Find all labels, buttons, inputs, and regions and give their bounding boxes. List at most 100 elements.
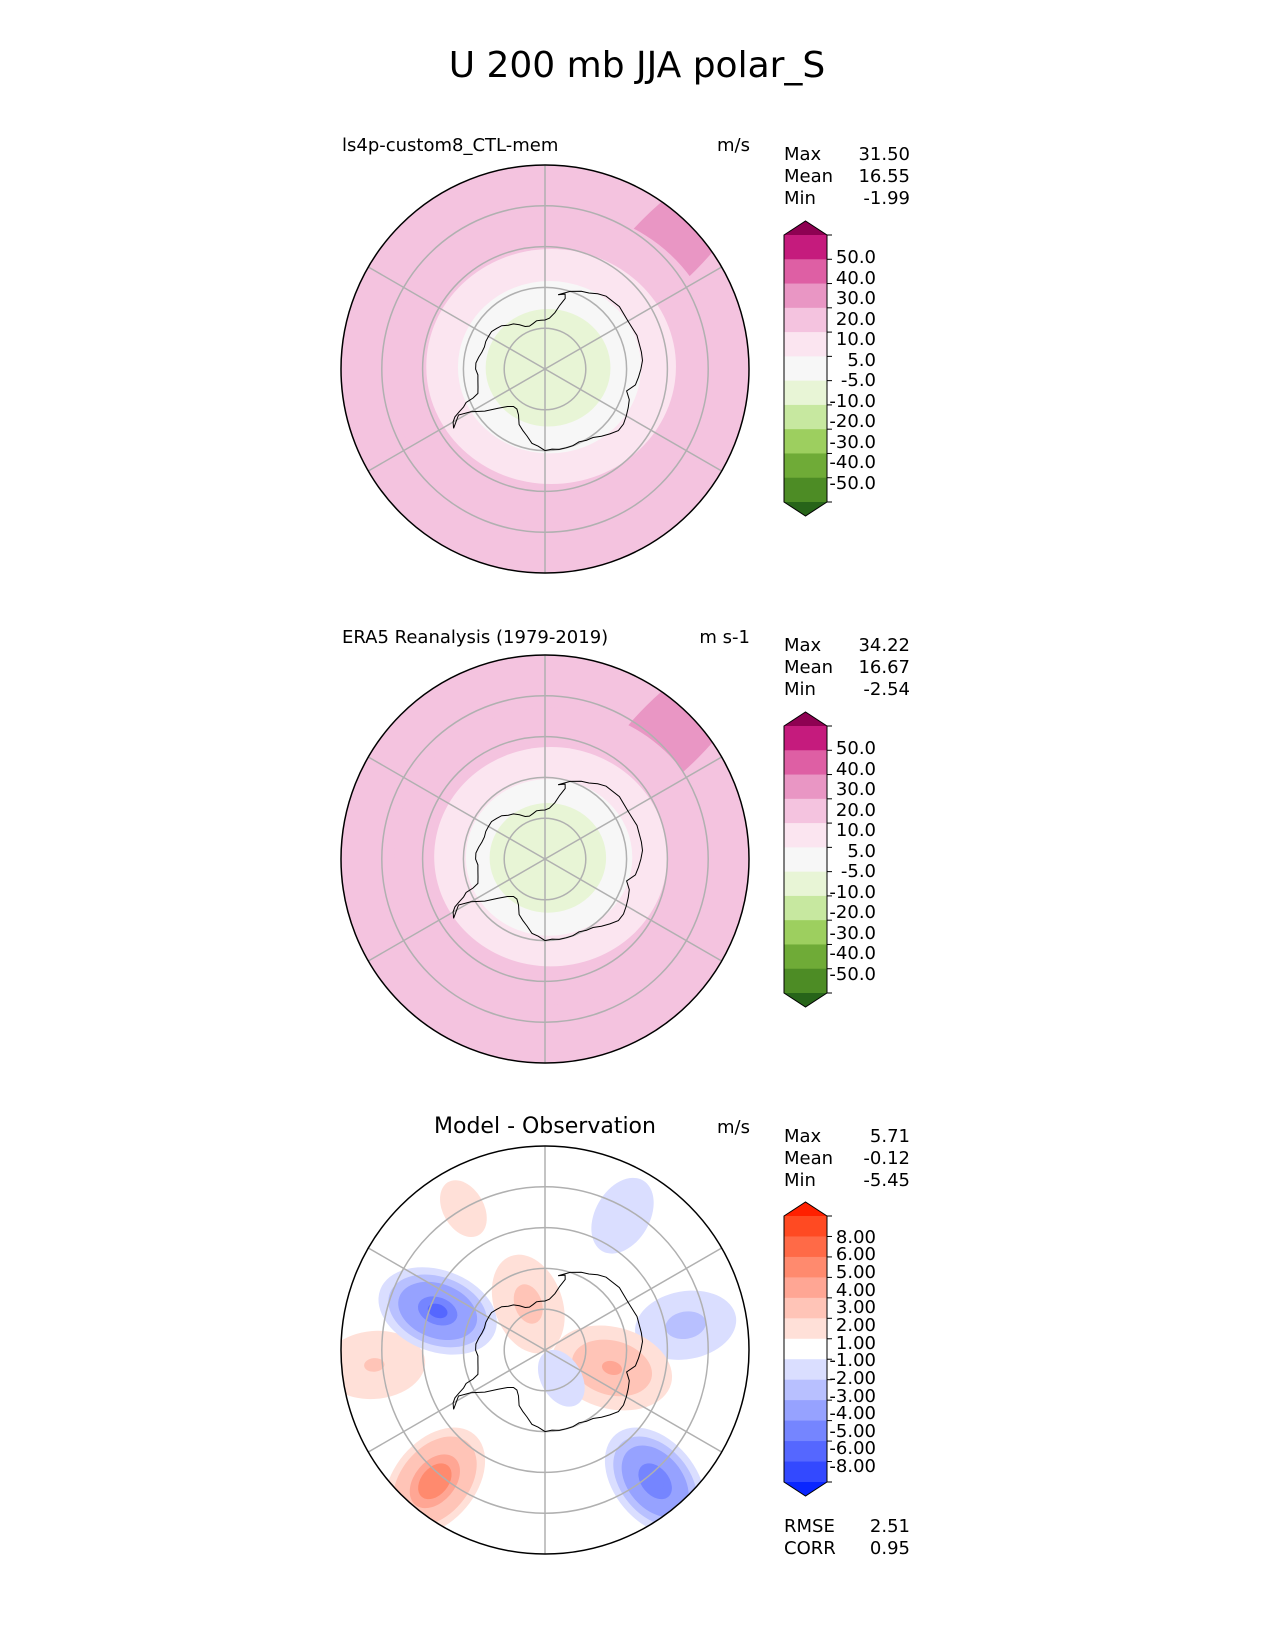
colorbar-segment — [784, 380, 827, 406]
antarctica-coastline — [452, 290, 644, 452]
colorbar-tick-label: 8.00 — [836, 1227, 876, 1248]
map-overlay — [340, 164, 750, 574]
colorbar-tick-label: -50.0 — [829, 964, 876, 985]
colorbar — [783, 220, 832, 517]
stat-label: RMSE — [784, 1516, 835, 1537]
antarctica-coastline — [452, 1271, 644, 1433]
colorbar-tick-label: 4.00 — [836, 1280, 876, 1301]
stat-label: Max — [784, 1126, 822, 1147]
error-stats: RMSE 2.51 CORR 0.95 — [784, 1516, 910, 1559]
colorbar-extension-top — [784, 1202, 827, 1216]
colorbar-tick-label: -5.00 — [829, 1421, 876, 1442]
panel-units: m/s — [717, 135, 750, 156]
stat-label: CORR — [784, 1538, 836, 1559]
colorbar-tick-label: -2.00 — [829, 1368, 876, 1389]
panel-title: ls4p-custom8_CTL-mem — [342, 135, 558, 156]
stats-block: Max 5.71 Mean -0.12 Min -5.45 — [784, 1126, 910, 1191]
colorbar-segment — [784, 1420, 827, 1442]
colorbar-segment — [784, 1297, 827, 1319]
colorbar-tick-label: -40.0 — [829, 943, 876, 964]
colorbar-tick-label: -20.0 — [829, 902, 876, 923]
map-anomaly-contour — [553, 1368, 570, 1388]
map-anomaly-contour — [614, 1206, 631, 1226]
colorbar-tick-label: 50.0 — [836, 247, 876, 268]
colorbar-segment — [784, 1277, 827, 1299]
stat-label: Max — [784, 635, 822, 656]
colorbar-segment — [784, 726, 827, 751]
longitude-gridline — [544, 266, 723, 370]
stat-label: Max — [784, 144, 822, 165]
colorbar-segment — [784, 404, 827, 430]
colorbar-tick-label: -10.0 — [829, 391, 876, 412]
map-boundary — [340, 1145, 750, 1555]
panel-units: m/s — [717, 1117, 750, 1138]
colorbar-segment — [784, 798, 827, 824]
polar-map — [341, 655, 749, 1063]
colorbar-tick-label: -10.0 — [829, 882, 876, 903]
map-anomaly-contour — [675, 1318, 696, 1333]
map-anomaly-contour — [427, 1303, 448, 1319]
colorbar — [783, 711, 832, 1008]
colorbar-tick-label: 2.00 — [836, 1315, 876, 1336]
colorbar-tick-labels: 50.0 40.0 30.0 20.0 10.0 5.0 -5.0 -10.0 … — [829, 247, 876, 494]
stat-value: -0.12 — [863, 1148, 910, 1169]
colorbar-segment — [784, 1441, 827, 1463]
colorbar-segment — [784, 453, 827, 479]
colorbar-segment — [784, 332, 827, 357]
figure-title: U 200 mb JJA polar_S — [449, 45, 826, 86]
panel-difference: Model - Observation m/s Max 5.71 Mean -0… — [340, 1114, 910, 1559]
stat-value: -1.99 — [863, 188, 910, 209]
colorbar-tick-label: 10.0 — [836, 329, 876, 350]
colorbar-tick-labels: 8.00 6.00 5.00 4.00 3.00 2.00 1.00 -1.00… — [829, 1227, 876, 1477]
colorbar-segment — [784, 1400, 827, 1422]
panel-title: Model - Observation — [434, 1114, 656, 1139]
colorbar-segment — [784, 1359, 827, 1381]
colorbar-tick-label: 20.0 — [836, 309, 876, 330]
colorbar-segment — [784, 307, 827, 333]
colorbar-tick-label: 3.00 — [836, 1297, 876, 1318]
longitude-gridline — [544, 1349, 723, 1453]
colorbar-tick-label: -5.0 — [841, 370, 876, 391]
stat-value: 2.51 — [870, 1516, 910, 1537]
colorbar-tick-label: 6.00 — [836, 1244, 876, 1265]
colorbar-extension-bottom — [784, 502, 827, 516]
colorbar-segment — [784, 1318, 827, 1340]
antarctica-coastline — [452, 780, 644, 942]
colorbar-tick-label: -50.0 — [829, 473, 876, 494]
colorbar-tick-label: -1.00 — [829, 1350, 876, 1371]
colorbar-tick-label: -30.0 — [829, 923, 876, 944]
polar-map — [341, 1146, 749, 1554]
stat-label: Mean — [784, 657, 833, 678]
colorbar-segment — [784, 1379, 827, 1401]
stat-value: 31.50 — [858, 144, 910, 165]
colorbar-segment — [784, 944, 827, 970]
colorbar-tick-label: 40.0 — [836, 759, 876, 780]
stat-label: Mean — [784, 166, 833, 187]
panel-observation: ERA5 Reanalysis (1979-2019) m s-1 Max 34… — [340, 627, 910, 1064]
map-boundary — [340, 164, 750, 574]
map-overlay — [340, 654, 750, 1064]
colorbar-tick-label: 5.00 — [836, 1262, 876, 1283]
stat-label: Min — [784, 1170, 816, 1191]
colorbar-tick-label: -40.0 — [829, 452, 876, 473]
longitude-gridline — [544, 368, 723, 472]
colorbar-segment — [784, 823, 827, 848]
colorbar-tick-label: -3.00 — [829, 1386, 876, 1407]
colorbar-extension-bottom — [784, 1482, 827, 1496]
colorbar-tick-label: 40.0 — [836, 268, 876, 289]
polar-map — [341, 165, 749, 573]
longitude-gridline — [544, 858, 723, 962]
colorbar-tick-label: 30.0 — [836, 288, 876, 309]
map-anomaly-contour — [601, 1360, 623, 1376]
colorbar-segment — [784, 429, 827, 454]
map-anomaly-contour — [646, 1472, 664, 1491]
colorbar-segment — [784, 283, 827, 309]
colorbar-tick-label: 30.0 — [836, 779, 876, 800]
panel-units: m s-1 — [699, 627, 750, 648]
colorbar-segment — [784, 235, 827, 260]
colorbar-extension-top — [784, 221, 827, 235]
colorbar-segment — [784, 1461, 827, 1483]
colorbar-segment — [784, 920, 827, 945]
colorbar-segment — [784, 871, 827, 897]
stats-block: Max 31.50 Mean 16.55 Min -1.99 — [784, 144, 910, 209]
